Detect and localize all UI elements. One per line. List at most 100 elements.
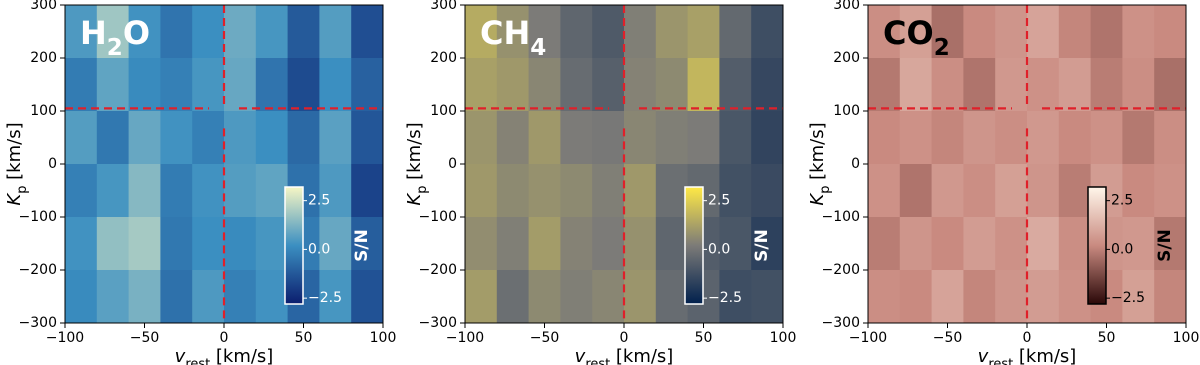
heatmap-cell [995, 111, 1028, 165]
heatmap-cell [931, 58, 964, 112]
heatmap-cell [128, 58, 161, 112]
heatmap-cell [687, 58, 720, 112]
y-tick-label: 300 [430, 0, 457, 13]
heatmap-cell [899, 111, 933, 165]
panel: −100 −50 0 50 100 −300 −200 −100 0 100 200 300 vrest… [807, 0, 1199, 365]
heatmap-cell [351, 164, 383, 218]
x-tick-label: 100 [770, 330, 797, 346]
heatmap-cell [751, 217, 783, 271]
heatmap-cell [963, 217, 996, 271]
x-tick-label: −50 [933, 330, 963, 346]
heatmap [465, 5, 783, 323]
heatmap-cell [528, 111, 561, 165]
label-part: CH [480, 14, 530, 52]
heatmap-cell [65, 217, 98, 271]
y-tick-label: −100 [822, 209, 860, 225]
x-tick-label: −50 [530, 330, 560, 346]
label-part: [km/s] [610, 346, 673, 365]
x-tick-label: 50 [1098, 330, 1116, 346]
x-axis-label: vrest [km/s] [978, 346, 1077, 365]
heatmap-cell [1154, 5, 1186, 59]
heatmap-cell [192, 270, 225, 323]
heatmap-cell [868, 58, 901, 112]
heatmap-cell [319, 164, 352, 218]
label-part: p [15, 186, 30, 194]
heatmap-cell [351, 111, 383, 165]
colorbar-tick-label: 0.0 [308, 241, 330, 257]
colorbar-label: S/N [1155, 229, 1175, 262]
y-tick-label: 300 [30, 0, 57, 13]
heatmap-cell [931, 111, 964, 165]
heatmap-cell [719, 270, 752, 323]
heatmap [868, 5, 1186, 323]
heatmap-cell [719, 164, 752, 218]
heatmap-cell [65, 111, 98, 165]
heatmap-cell [496, 270, 530, 323]
heatmap-cell [224, 58, 257, 112]
heatmap-cell [351, 270, 383, 323]
heatmap-cell [687, 111, 720, 165]
heatmap-cell [719, 111, 752, 165]
heatmap-cell [899, 270, 933, 323]
heatmap-cell [1122, 58, 1155, 112]
heatmap-cell [351, 217, 383, 271]
heatmap-cell [931, 164, 964, 218]
heatmap-cell [319, 58, 352, 112]
colorbar-label: S/N [352, 229, 372, 262]
x-tick-label: 0 [220, 330, 229, 346]
heatmap-cell [160, 270, 193, 323]
heatmap-cell [65, 5, 98, 59]
heatmap-cell [128, 270, 161, 323]
heatmap-cell [1122, 111, 1155, 165]
heatmap-cell [560, 270, 593, 323]
heatmap-cell [65, 164, 98, 218]
heatmap-cell [319, 270, 352, 323]
colorbar-tick-label: −2.5 [708, 290, 742, 306]
heatmap-cell [995, 164, 1028, 218]
heatmap-cell [96, 270, 130, 323]
heatmap-cell [192, 217, 225, 271]
heatmap-cell [192, 58, 225, 112]
heatmap-cell [624, 164, 657, 218]
heatmap-cell [963, 164, 996, 218]
colorbar-tick-label: 2.5 [708, 193, 730, 209]
heatmap-cell [1154, 164, 1186, 218]
heatmap-cell [1027, 270, 1060, 323]
y-axis-label: Kp [km/s] [4, 122, 30, 205]
heatmap-cell [224, 111, 257, 165]
heatmap-cell [1058, 111, 1092, 165]
colorbar-tick-label: 0.0 [708, 241, 730, 257]
label-part: K [404, 193, 425, 206]
heatmap-cell [1090, 58, 1123, 112]
heatmap-cell [528, 270, 561, 323]
heatmap-cell [287, 111, 320, 165]
x-tick-label: 0 [620, 330, 629, 346]
label-part: 2 [107, 35, 123, 61]
x-tick-label: −50 [130, 330, 160, 346]
x-tick-label: 50 [295, 330, 313, 346]
heatmap-cell [751, 270, 783, 323]
colorbar [1087, 186, 1107, 305]
label-part: [km/s] [807, 122, 828, 185]
heatmap-cell [160, 164, 193, 218]
heatmap-cell [1027, 217, 1060, 271]
y-tick-label: −300 [19, 315, 57, 331]
heatmap-cell [624, 58, 657, 112]
heatmap-cell [655, 270, 689, 323]
label-part: v [978, 346, 989, 365]
heatmap-cell [560, 164, 593, 218]
x-axis-label: vrest [km/s] [575, 346, 674, 365]
y-tick-label: −200 [822, 262, 860, 278]
y-tick-label: 200 [833, 50, 860, 66]
heatmap-cell [128, 217, 161, 271]
x-tick-label: 100 [370, 330, 397, 346]
x-tick-label: −100 [46, 330, 84, 346]
heatmap-cell [592, 5, 625, 59]
heatmap-cell [624, 270, 657, 323]
y-tick-label: −100 [419, 209, 457, 225]
label-part: 2 [934, 35, 950, 61]
heatmap-cell [319, 5, 352, 59]
heatmap-cell [128, 5, 161, 59]
y-tick-label: 0 [48, 156, 57, 172]
